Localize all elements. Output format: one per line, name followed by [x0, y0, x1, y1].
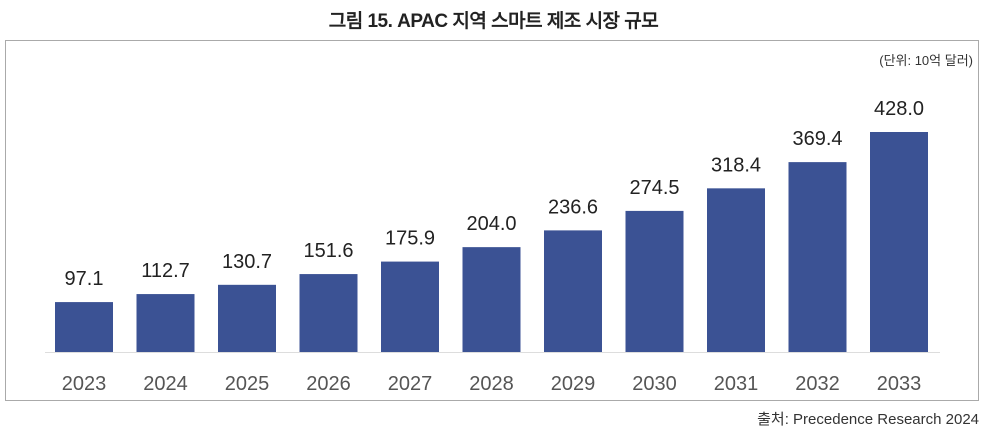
bar-2033: [870, 132, 928, 352]
x-tick-label-2029: 2029: [551, 373, 596, 395]
x-tick-label-2027: 2027: [388, 373, 433, 395]
x-tick-label-2030: 2030: [632, 373, 677, 395]
source-note: 출처: Precedence Research 2024: [757, 411, 979, 428]
x-tick-label-2024: 2024: [143, 373, 188, 395]
chart-title: 그림 15. APAC 지역 스마트 제조 시장 규모: [328, 11, 659, 32]
bar-2026: [299, 274, 358, 352]
bar-2025: [218, 284, 276, 352]
bar-2027: [381, 261, 439, 352]
x-tick-label-2023: 2023: [62, 373, 107, 395]
value-label-2027: 175.9: [385, 228, 435, 250]
x-tick-label-2026: 2026: [306, 373, 351, 395]
bar-2024: [136, 294, 195, 352]
chart-frame: [5, 40, 979, 401]
value-label-2030: 274.5: [629, 177, 679, 199]
x-tick-label-2032: 2032: [795, 373, 840, 395]
bar-2029: [544, 230, 602, 352]
value-label-2023: 97.1: [65, 268, 104, 290]
x-tick-label-2033: 2033: [877, 373, 922, 395]
value-label-2026: 151.6: [303, 240, 353, 262]
bar-2031: [707, 188, 765, 352]
bar-2032: [788, 162, 847, 352]
value-label-2033: 428.0: [874, 98, 924, 120]
x-tick-label-2028: 2028: [469, 373, 514, 395]
bar-2030: [625, 210, 684, 352]
x-tick-label-2031: 2031: [714, 373, 759, 395]
unit-label: (단위: 10억 달러): [879, 53, 973, 68]
bar-2023: [55, 302, 113, 352]
value-label-2025: 130.7: [222, 251, 272, 273]
x-tick-label-2025: 2025: [225, 373, 270, 395]
value-label-2024: 112.7: [141, 260, 190, 282]
value-label-2032: 369.4: [792, 128, 842, 150]
value-label-2031: 318.4: [711, 154, 761, 176]
value-label-2028: 204.0: [466, 213, 516, 235]
bar-2028: [462, 247, 521, 352]
value-label-2029: 236.6: [548, 196, 598, 218]
